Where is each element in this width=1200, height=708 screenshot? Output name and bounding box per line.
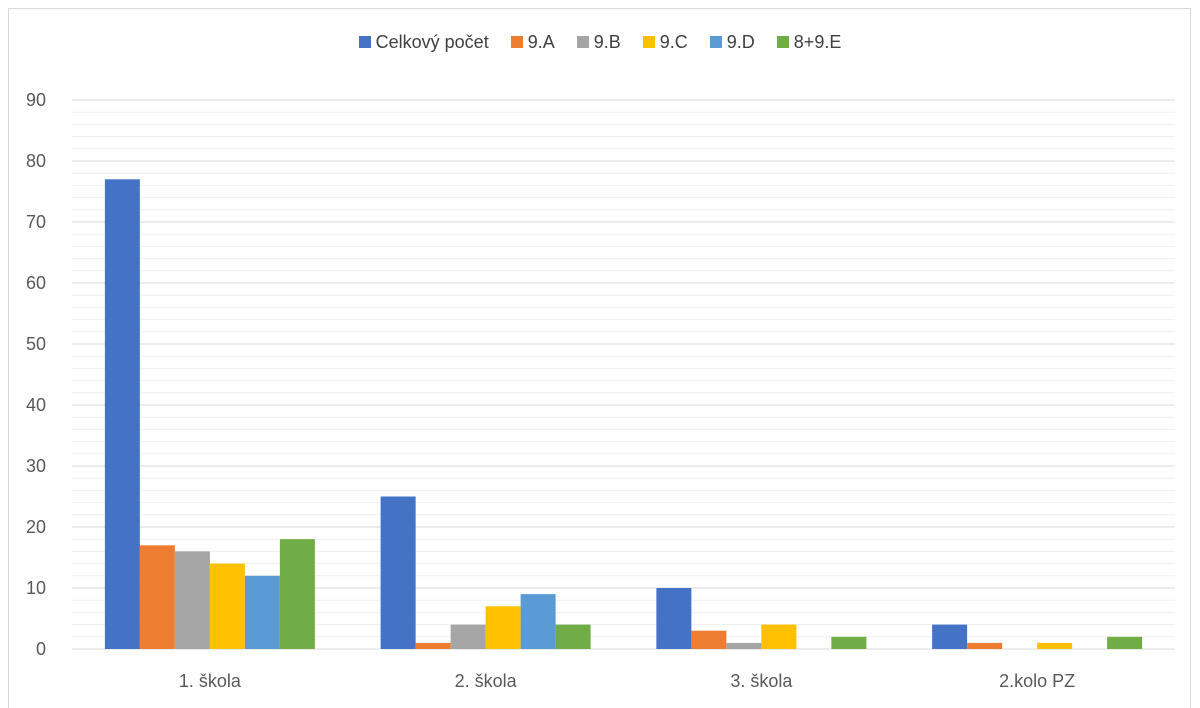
bar [415, 642, 451, 649]
x-category-label: 1. škola [179, 671, 242, 691]
legend-label: 8+9.E [793, 31, 842, 52]
bar [485, 606, 521, 649]
bar [104, 179, 140, 650]
bar [691, 630, 727, 649]
y-tick-label: 0 [36, 639, 46, 659]
y-tick-label: 70 [26, 212, 46, 232]
y-tick-label: 80 [26, 151, 46, 171]
y-tick-label: 60 [26, 273, 46, 293]
legend-label: 9.C [659, 31, 688, 52]
legend-label: Celkový počet [375, 31, 489, 52]
legend-swatch [576, 36, 589, 48]
bar [279, 539, 315, 649]
y-tick-label: 10 [26, 578, 46, 598]
y-tick-label: 30 [26, 456, 46, 476]
chart-legend: Celkový počet 9.A 9.B 9.C 9.D 8+9.E [0, 30, 1200, 54]
bar [244, 575, 280, 649]
legend-swatch [358, 36, 371, 48]
x-category-label: 2.kolo PZ [999, 671, 1075, 691]
y-tick-label: 20 [26, 517, 46, 537]
legend-swatch [776, 36, 789, 48]
bar [656, 588, 692, 649]
bar [831, 636, 867, 649]
y-tick-label: 50 [26, 334, 46, 354]
y-tick-label: 40 [26, 395, 46, 415]
bar [139, 545, 175, 649]
bar [932, 624, 968, 649]
legend-swatch [510, 36, 523, 48]
legend-item-celkovy-pocet: Celkový počet [358, 31, 489, 53]
legend-item-9b: 9.B [576, 31, 621, 53]
legend-item-9c: 9.C [642, 31, 688, 53]
bar [726, 642, 762, 649]
bar [380, 496, 416, 649]
legend-label: 9.B [593, 31, 621, 52]
x-category-label: 2. škola [455, 671, 518, 691]
bar [761, 624, 797, 649]
legend-label: 9.A [527, 31, 555, 52]
bar [520, 594, 556, 649]
bar [1037, 642, 1073, 649]
legend-label: 9.D [726, 31, 755, 52]
legend-swatch [709, 36, 722, 48]
legend-item-9d: 9.D [709, 31, 755, 53]
bar [555, 624, 591, 649]
bar [209, 563, 245, 649]
y-tick-label: 90 [26, 90, 46, 110]
x-category-label: 3. škola [730, 671, 793, 691]
bar [1107, 636, 1143, 649]
legend-swatch [642, 36, 655, 48]
legend-item-8-9e: 8+9.E [776, 31, 842, 53]
bar [967, 642, 1003, 649]
bar [174, 551, 210, 649]
legend-item-9a: 9.A [510, 31, 555, 53]
bar [450, 624, 486, 649]
